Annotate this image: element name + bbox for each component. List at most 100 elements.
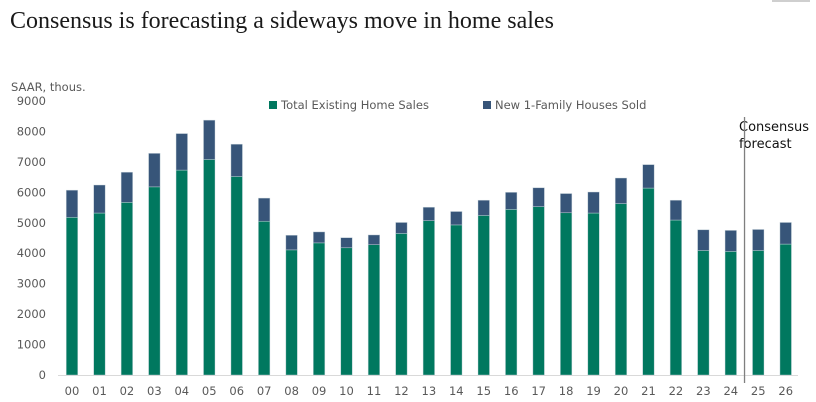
- x-tick-label: 02: [120, 384, 135, 398]
- x-tick-label: 17: [531, 384, 546, 398]
- bar-new-19: [587, 191, 600, 214]
- bar-new-20: [614, 177, 628, 204]
- bar-new-25: [752, 229, 765, 251]
- y-tick-label: 0: [39, 368, 46, 382]
- x-tick-label: 07: [257, 384, 272, 398]
- bar-new-24: [724, 230, 737, 252]
- bar-new-14: [450, 211, 463, 226]
- bar-existing-09: [312, 242, 326, 376]
- bar-new-03: [148, 153, 161, 188]
- bar-existing-26: [779, 243, 792, 376]
- x-tick-label: 19: [586, 384, 601, 398]
- x-tick-label: 10: [339, 384, 354, 398]
- forecast-annotation-line2: forecast: [739, 137, 792, 152]
- bar-new-05: [203, 119, 216, 160]
- bar-existing-00: [65, 216, 79, 376]
- bar-existing-21: [642, 187, 655, 376]
- forecast-annotation: Consensus forecast: [739, 119, 809, 153]
- x-tick-label: 24: [723, 384, 738, 398]
- x-tick-label: 08: [284, 384, 299, 398]
- y-tick-label: 3000: [17, 277, 46, 291]
- legend-label-new: New 1-Family Houses Sold: [495, 98, 647, 112]
- bar-existing-23: [697, 250, 710, 376]
- y-tick-label: 6000: [17, 185, 46, 199]
- x-tick-label: 25: [751, 384, 766, 398]
- y-tick-label: 4000: [17, 246, 46, 260]
- x-tick-label: 14: [449, 384, 464, 398]
- x-tick-label: 04: [174, 384, 189, 398]
- corner-mark: [772, 0, 810, 2]
- x-tick-label: 15: [476, 384, 491, 398]
- bar-new-17: [532, 187, 545, 207]
- x-tick-label: 09: [312, 384, 327, 398]
- bar-existing-17: [532, 206, 545, 376]
- bar-existing-10: [340, 247, 353, 376]
- bar-existing-04: [175, 169, 188, 376]
- y-tick-label: 9000: [17, 94, 46, 108]
- bar-existing-07: [258, 220, 271, 376]
- legend-swatch-existing: [269, 101, 277, 109]
- y-tick-label: 1000: [17, 338, 46, 352]
- bar-new-23: [697, 229, 710, 251]
- bar-existing-05: [203, 159, 216, 376]
- x-tick-label: 03: [147, 384, 162, 398]
- bar-existing-06: [230, 176, 243, 376]
- bar-existing-12: [395, 233, 408, 376]
- bar-new-21: [642, 164, 655, 189]
- x-tick-label: 23: [696, 384, 711, 398]
- legend-swatch-new: [483, 101, 491, 109]
- bar-new-04: [175, 133, 188, 171]
- x-tick-label: 13: [422, 384, 437, 398]
- x-tick-label: 01: [92, 384, 107, 398]
- x-tick-label: 18: [559, 384, 574, 398]
- x-tick-label: 06: [229, 384, 244, 398]
- bar-existing-13: [422, 220, 435, 376]
- bar-existing-11: [367, 244, 381, 376]
- bar-new-10: [340, 237, 353, 249]
- x-tick-label: 20: [614, 384, 629, 398]
- bar-new-15: [477, 199, 490, 216]
- bar-existing-24: [724, 251, 737, 376]
- bar-new-13: [422, 206, 435, 221]
- bar-new-16: [505, 192, 518, 210]
- y-tick-label: 5000: [17, 216, 46, 230]
- bar-new-01: [93, 184, 106, 214]
- bar-new-09: [312, 231, 326, 244]
- x-tick-label: 21: [641, 384, 656, 398]
- x-tick-label: 00: [65, 384, 80, 398]
- x-tick-label: 11: [367, 384, 382, 398]
- bar-new-07: [258, 197, 271, 222]
- bar-new-26: [779, 222, 792, 245]
- bar-new-22: [669, 199, 682, 221]
- bar-existing-14: [450, 224, 463, 376]
- bar-new-11: [367, 234, 381, 245]
- x-tick-label: 16: [504, 384, 519, 398]
- bar-new-18: [560, 193, 573, 214]
- y-axis-label: SAAR, thous.: [11, 80, 86, 94]
- bar-new-02: [120, 171, 133, 203]
- x-tick-label: 22: [669, 384, 684, 398]
- bar-existing-19: [587, 212, 600, 376]
- bar-existing-02: [120, 202, 133, 376]
- x-tick-label: 26: [778, 384, 793, 398]
- bar-existing-03: [148, 186, 161, 376]
- legend-item-existing: Total Existing Home Sales: [269, 98, 429, 112]
- bar-new-08: [285, 234, 298, 251]
- bar-existing-25: [752, 250, 765, 376]
- bar-existing-20: [614, 203, 628, 376]
- y-tick-label: 8000: [17, 124, 46, 138]
- x-tick-label: 05: [202, 384, 217, 398]
- legend-item-new: New 1-Family Houses Sold: [483, 98, 646, 112]
- bar-existing-16: [505, 209, 518, 376]
- bar-existing-18: [560, 212, 573, 376]
- y-tick-label: 7000: [17, 155, 46, 169]
- bar-existing-01: [93, 212, 106, 376]
- y-tick-label: 2000: [17, 307, 46, 321]
- bar-new-12: [395, 222, 408, 234]
- bar-new-00: [65, 189, 79, 218]
- bar-existing-15: [477, 215, 490, 376]
- bar-existing-08: [285, 249, 298, 376]
- bar-existing-22: [669, 219, 682, 376]
- chart-title: Consensus is forecasting a sideways move…: [10, 8, 554, 34]
